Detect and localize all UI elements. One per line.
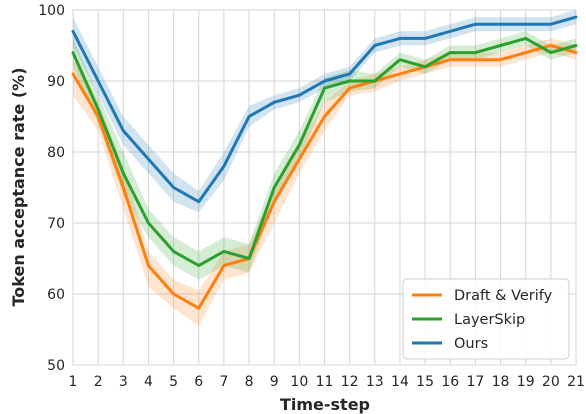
x-tick-labels: 1 2 3 4 5 6 7 8 9 10 11 12 13 14 15 16 17 18 19 20 21 [69,374,585,390]
x-tick-label: 18 [492,374,510,390]
legend-label: Draft & Verify [454,288,553,304]
series-line [71,44,578,310]
grid [72,9,577,366]
legend-label: Ours [454,336,488,352]
series-line [71,36,578,268]
x-tick-label: 10 [290,374,308,390]
x-tick-label: 5 [169,374,178,390]
x-tick-label: 6 [194,374,203,390]
x-tick-label: 7 [219,374,228,390]
x-tick-label: 17 [466,374,484,390]
series-line [71,15,578,204]
confidence-band [73,10,576,213]
x-tick-label: 3 [119,374,128,390]
legend-box [402,278,570,360]
x-tick-label: 19 [517,374,535,390]
legend: Draft & Verify LayerSkip Ours [402,278,570,360]
series-lines [71,15,578,310]
x-tick-label: 21 [567,374,585,390]
y-tick-label: 90 [47,74,65,90]
y-tick-label: 70 [47,216,65,232]
x-tick-label: 8 [245,374,254,390]
x-tick-label: 16 [441,374,459,390]
x-tick-label: 12 [341,374,359,390]
x-axis-label: Time-step [280,395,370,414]
x-tick-label: 4 [144,374,153,390]
legend-label: LayerSkip [454,312,525,328]
x-tick-label: 14 [391,374,409,390]
x-tick-label: 9 [270,374,279,390]
x-tick-label: 20 [542,374,560,390]
x-tick-label: 15 [416,374,434,390]
x-tick-label: 11 [316,374,334,390]
y-tick-label: 100 [38,3,65,19]
y-tick-labels: 50 60 70 80 90 100 [38,3,65,374]
x-tick-label: 1 [69,374,78,390]
y-tick-label: 60 [47,287,65,303]
y-axis-label: Token acceptance rate (%) [9,67,28,306]
y-tick-label: 80 [47,145,65,161]
y-tick-label: 50 [47,358,65,374]
x-tick-label: 13 [366,374,384,390]
x-tick-label: 2 [94,374,103,390]
